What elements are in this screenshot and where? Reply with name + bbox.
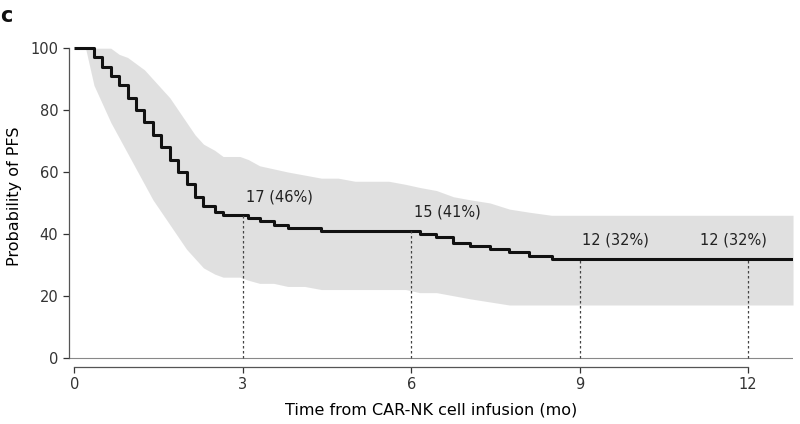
Text: 12 (32%): 12 (32%) [582, 232, 650, 248]
Text: 12 (32%): 12 (32%) [701, 232, 767, 248]
Text: 17 (46%): 17 (46%) [246, 189, 313, 204]
Text: 15 (41%): 15 (41%) [414, 205, 481, 220]
X-axis label: Time from CAR-NK cell infusion (mo): Time from CAR-NK cell infusion (mo) [285, 402, 577, 417]
Text: c: c [0, 6, 12, 26]
Y-axis label: Probability of PFS: Probability of PFS [7, 127, 22, 266]
